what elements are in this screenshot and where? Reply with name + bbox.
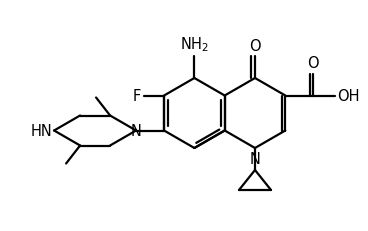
Text: O: O xyxy=(308,56,319,71)
Text: OH: OH xyxy=(337,89,360,103)
Text: N: N xyxy=(131,123,142,138)
Text: F: F xyxy=(133,89,141,103)
Text: HN: HN xyxy=(30,123,52,138)
Text: NH$_2$: NH$_2$ xyxy=(180,35,209,54)
Text: O: O xyxy=(249,39,261,54)
Text: N: N xyxy=(250,151,261,166)
